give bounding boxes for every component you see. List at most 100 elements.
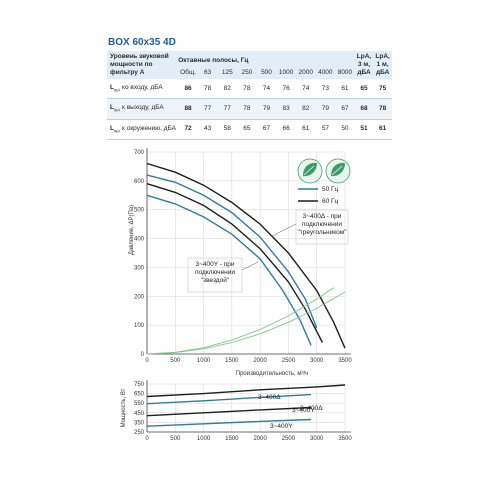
row-label: LwA к окружению, дБА: [107, 119, 179, 140]
y-tick-label: 300: [134, 265, 145, 271]
power-annotation: 3~400Y: [292, 407, 315, 414]
eco-badges: [297, 158, 351, 184]
band-value: 73: [315, 79, 336, 100]
pressure-axis-label: Давление, ΔP(Па): [129, 205, 135, 255]
band-value: 83: [276, 98, 296, 120]
band-column-4: 500: [256, 67, 277, 79]
series-line: [146, 183, 324, 343]
annotation-text: 3~400Δ - при подключении "треугольником": [297, 213, 347, 236]
power-axis-label: Мощность, Вт: [121, 388, 127, 427]
noise-table-body: LwA ко входу, дБА 86 78 82 78 74 76 74 73 61 65 75 L…: [107, 79, 392, 140]
pressure-chart: Давление, ΔP(Па) Производительность, м³/…: [129, 148, 352, 377]
y-tick-label: 0: [141, 352, 145, 358]
band-value: 43: [197, 119, 218, 140]
ec-leaf-badge-2: [325, 158, 351, 184]
y-tick-label: 500: [134, 208, 145, 214]
x-tick-label: 500: [170, 358, 181, 364]
band-column-2: 125: [217, 67, 238, 79]
band-column-6: 2000: [295, 67, 316, 79]
total-value: 86: [178, 79, 198, 100]
ec-leaf-badge: [297, 158, 323, 184]
series-line: [146, 393, 312, 405]
y-tick-label: 550: [134, 401, 145, 407]
x-tick-label: 3000: [310, 358, 324, 364]
lpa1-value: 75: [373, 79, 392, 100]
power-chart: Мощность, Вт 0 500 1000 1500 2000 2500 3000 350…: [121, 380, 352, 442]
row-label: LwA ко входу, дБА: [107, 79, 179, 100]
row-label: LwA к выходу, дБА: [107, 98, 179, 120]
y-tick-label: 100: [134, 323, 145, 329]
band-value: 79: [315, 98, 336, 120]
total-value: 88: [178, 98, 198, 120]
y-tick-label: 350: [134, 420, 145, 426]
band-column-8: 8000: [335, 67, 355, 79]
annotation-pointer: [271, 223, 297, 237]
y-tick-label: 750: [134, 382, 145, 388]
power-annotation: 3~400Δ: [300, 405, 323, 412]
band-value: 82: [295, 98, 316, 120]
series-line: [146, 194, 312, 346]
band-value: 67: [335, 98, 355, 120]
x-tick-label: 1500: [225, 358, 239, 364]
y-tick-label: 450: [134, 411, 145, 417]
band-column-7: 4000: [315, 67, 336, 79]
lpa3-value: 51: [354, 119, 374, 140]
octave-bands-header: Октавные полосы, Гц: [178, 51, 355, 68]
octave-band-columns: Общ. 63 125 250 500 1000 2000 4000 8000: [107, 67, 392, 79]
power-annotation: 3~400Δ: [258, 394, 281, 401]
band-column-3: 250: [237, 67, 257, 79]
band-value: 50: [335, 119, 355, 140]
y-tick-label: 600: [134, 179, 145, 185]
annotation-box: [187, 257, 243, 293]
x-tick-label: 0: [145, 358, 149, 364]
lpa3-value: 68: [354, 98, 374, 120]
power-annotation: 3~400Y: [270, 423, 293, 430]
connection-annotations: 3~400Δ - при подключении "треугольником" 3~…: [187, 209, 349, 293]
y-tick-label: 250: [134, 430, 145, 436]
band-value: 65: [237, 119, 257, 140]
series-line: [146, 287, 334, 355]
table-row: LwA к окружению, дБА 72 43 58 65 67 66 61 57 50 51…: [107, 119, 392, 140]
lpa3-value: 65: [354, 79, 374, 100]
y-tick-label: 700: [134, 150, 145, 156]
y-tick-label: 400: [134, 237, 145, 243]
x-tick-label: 2000: [253, 436, 267, 442]
x-tick-label: 3500: [338, 436, 352, 442]
x-tick-label: 3000: [310, 436, 324, 442]
x-tick-label: 500: [170, 436, 181, 442]
x-tick-label: 1000: [197, 358, 211, 364]
lpa1-header: LpA, 1 м, дБА: [373, 51, 392, 79]
band-value: 61: [335, 79, 355, 100]
series-line: [146, 174, 318, 329]
band-value: 74: [256, 79, 277, 100]
noise-table-header: Уровень звуковой мощности по фильтру А О…: [107, 51, 392, 79]
series-line: [146, 418, 312, 427]
band-value: 78: [237, 98, 257, 120]
band-column-0: Общ.: [178, 67, 198, 79]
flow-axis-label: Производительность, м³/ч: [236, 371, 309, 377]
band-value: 77: [217, 98, 238, 120]
series-line: [146, 406, 312, 417]
band-value: 61: [295, 119, 316, 140]
y-tick-label: 200: [134, 294, 145, 300]
noise-table: Уровень звуковой мощности по фильтру А О…: [107, 51, 392, 140]
legend-label: 60 Гц: [322, 198, 339, 205]
band-value: 78: [237, 79, 257, 100]
band-value: 74: [295, 79, 316, 100]
total-value: 72: [178, 119, 198, 140]
x-tick-label: 3500: [338, 358, 352, 364]
table-row: LwA к выходу, дБА 88 77 77 78 79 83 82 79 67 68 78: [107, 98, 392, 120]
x-tick-label: 1500: [225, 436, 239, 442]
legend-label: 50 Гц: [322, 186, 339, 193]
band-value: 58: [217, 119, 238, 140]
annotation-text: 3~400Y - при подключении "звездой": [195, 261, 235, 284]
series-line: [146, 162, 346, 349]
series-line: [146, 291, 346, 355]
x-tick-label: 0: [145, 436, 149, 442]
annotation-pointer: [241, 261, 259, 271]
annotation-box: [295, 209, 349, 245]
lpa1-value: 61: [373, 119, 392, 140]
x-tick-label: 1000: [197, 436, 211, 442]
sound-power-header: Уровень звуковой мощности по фильтру А: [107, 51, 179, 79]
